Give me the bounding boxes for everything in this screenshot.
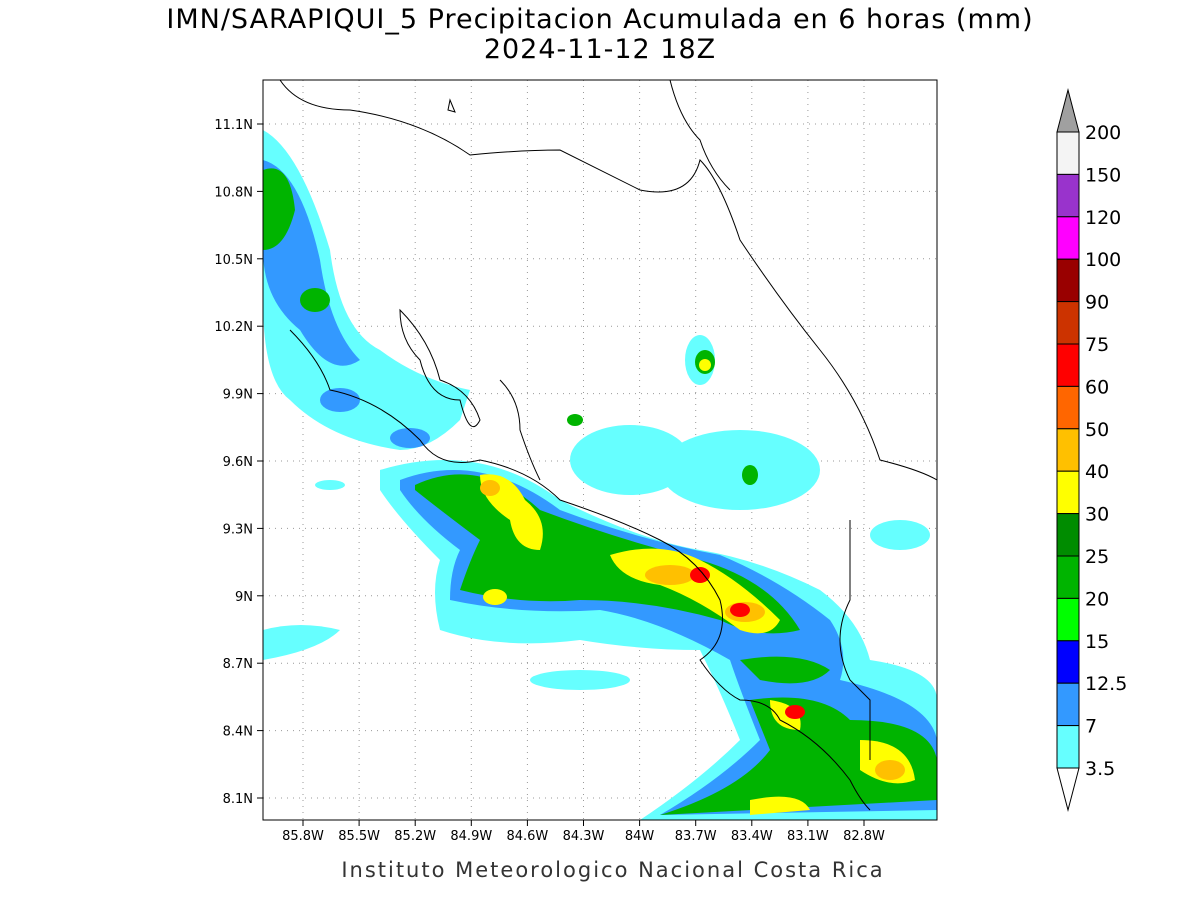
subtitle: 2024-11-12 18Z: [484, 34, 716, 65]
colorbar-label: 3.5: [1085, 758, 1115, 780]
precip-green: [263, 168, 937, 815]
colorbar-bin: [1056, 173, 1080, 218]
x-tick-label: 84.3W: [563, 829, 605, 844]
x-tick-label: 82.8W: [843, 829, 885, 844]
colorbar-bin: [1056, 640, 1080, 684]
colorbar-label: 50: [1085, 419, 1109, 441]
y-tick-label: 10.5N: [214, 253, 253, 268]
colorbar-label: 60: [1085, 376, 1109, 398]
y-tick-label: 10.2N: [214, 320, 253, 335]
x-tick-label: 83.1W: [787, 829, 829, 844]
precip-red: [690, 567, 805, 719]
colorbar: 200 150 120 100 90 75 60 50 40 30 25 20 15 12.5 7 3.5: [1056, 88, 1127, 812]
colorbar-bin: [1056, 343, 1080, 387]
colorbar-label: 30: [1085, 504, 1109, 526]
colorbar-label: 100: [1085, 249, 1121, 271]
y-tick-label: 9.3N: [223, 522, 253, 537]
title: IMN/SARAPIQUI_5 Precipitacion Acumulada …: [166, 4, 1033, 35]
x-tick-label: 83.4W: [731, 829, 773, 844]
y-tick-label: 11.1N: [214, 118, 253, 133]
colorbar-label: 7: [1085, 716, 1097, 738]
x-tick-label: 84W: [625, 829, 655, 844]
colorbar-bin: [1056, 470, 1080, 515]
y-tick-label: 9N: [235, 590, 253, 605]
coastline: [279, 80, 937, 811]
y-tick-label: 8.1N: [223, 792, 253, 807]
x-tick-label: 85.2W: [394, 829, 436, 844]
x-tick-label: 84.9W: [450, 829, 492, 844]
y-tick-label: 9.6N: [223, 455, 253, 470]
colorbar-over: [1056, 88, 1080, 133]
colorbar-bin: [1056, 258, 1080, 303]
x-tick-label: 85.8W: [282, 829, 324, 844]
colorbar-label: 90: [1085, 292, 1109, 314]
colorbar-bin: [1056, 597, 1080, 642]
y-tick-label: 10.8N: [214, 185, 253, 200]
colorbar-bin: [1056, 216, 1080, 260]
colorbar-label: 25: [1085, 546, 1109, 568]
colorbar-bin: [1056, 682, 1080, 727]
colorbar-bin: [1056, 428, 1080, 472]
y-tick-label: 8.7N: [223, 657, 253, 672]
x-tick-label: 84.6W: [506, 829, 548, 844]
colorbar-label: 20: [1085, 588, 1109, 610]
precip-field: [263, 80, 937, 820]
colorbar-label: 120: [1085, 207, 1121, 229]
x-tick-label: 83.7W: [675, 829, 717, 844]
colorbar-label: 12.5: [1085, 673, 1127, 695]
colorbar-label: 40: [1085, 461, 1109, 483]
y-tick-label: 9.9N: [223, 388, 253, 403]
colorbar-bin: [1056, 301, 1080, 345]
colorbar-bin: [1056, 725, 1080, 769]
colorbar-label: 15: [1085, 631, 1109, 653]
colorbar-bin: [1056, 513, 1080, 557]
footer: Instituto Meteorologico Nacional Costa R…: [341, 858, 884, 882]
y-tick-label: 8.4N: [223, 725, 253, 740]
map-frame: [262, 79, 938, 821]
colorbar-under: [1056, 767, 1080, 812]
colorbar-bin: [1056, 385, 1080, 430]
x-tick-label: 85.5W: [338, 829, 380, 844]
colorbar-label: 200: [1085, 122, 1121, 144]
colorbar-bin: [1056, 555, 1080, 599]
colorbar-label: 150: [1085, 164, 1121, 186]
colorbar-label: 75: [1085, 334, 1109, 356]
colorbar-bin: [1056, 131, 1080, 175]
